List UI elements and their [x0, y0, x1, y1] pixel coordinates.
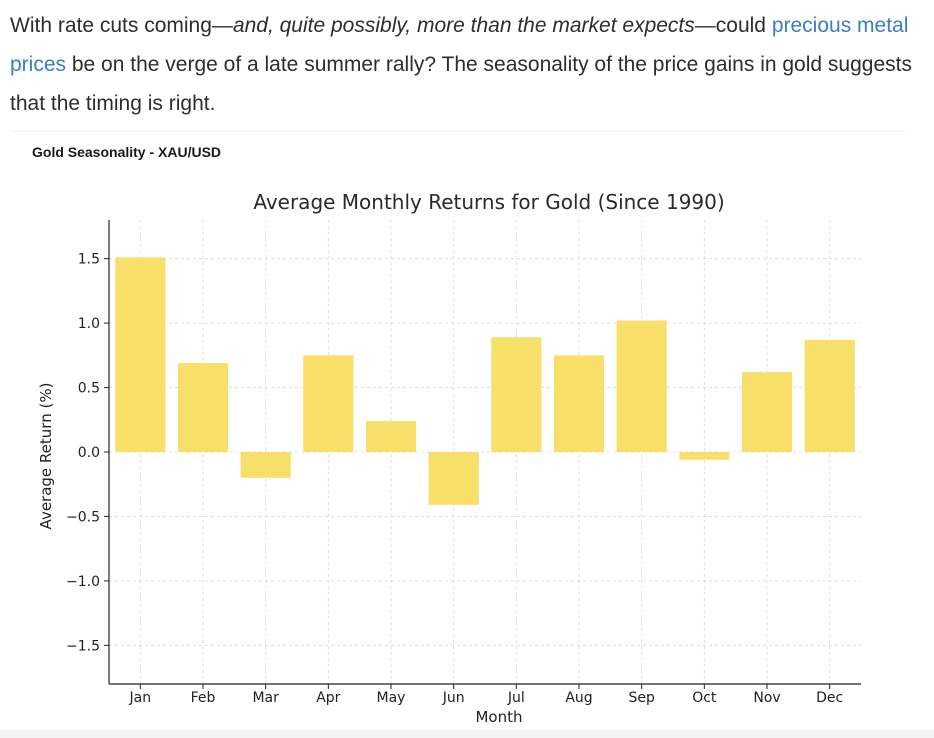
intro-text-italic: and, quite possibly, more than the marke…: [232, 14, 695, 37]
bar-feb: [177, 363, 229, 452]
bar-aug: [553, 355, 605, 452]
chart-heading: Gold Seasonality - XAU/USD: [32, 144, 222, 160]
bottom-fade: [0, 730, 934, 738]
x-tick-label-may: May: [377, 690, 406, 706]
chart-title: Average Monthly Returns for Gold (Since …: [253, 190, 724, 214]
y-tick-label: 0.0: [78, 445, 100, 461]
x-tick-label-dec: Dec: [816, 690, 843, 706]
y-tick-label: 1.5: [78, 252, 100, 268]
x-tick-label-apr: Apr: [316, 690, 340, 706]
bar-sep: [616, 320, 667, 452]
grid-layer: [109, 220, 861, 684]
y-tick-label: −1.0: [66, 574, 100, 590]
intro-text-end: be on the verge of a late summer rally? …: [10, 53, 912, 115]
divider: [10, 131, 905, 132]
bar-apr: [303, 355, 354, 452]
bar-may: [365, 421, 417, 452]
axis-layer: [104, 220, 861, 689]
x-tick-label-mar: Mar: [252, 690, 279, 706]
x-tick-label-jun: Jun: [442, 690, 465, 706]
intro-text-middle: —could: [694, 14, 772, 37]
intro-paragraph: With rate cuts coming—and, quite possibl…: [10, 6, 925, 123]
x-axis-label: Month: [475, 708, 522, 726]
precious-metal-prices-link[interactable]: precious metal prices: [10, 14, 909, 76]
bar-jun: [428, 452, 479, 505]
x-tick-label-jan: Jan: [129, 690, 152, 706]
x-tick-label-nov: Nov: [753, 690, 780, 706]
bar-layer: [115, 257, 855, 505]
x-tick-label-sep: Sep: [628, 690, 655, 706]
x-tick-label-feb: Feb: [191, 690, 216, 706]
bar-nov: [741, 372, 793, 452]
y-tick-label: 1.0: [78, 316, 100, 332]
y-tick-label: −1.5: [66, 638, 100, 654]
y-tick-label: 0.5: [78, 381, 100, 397]
y-tick-label: −0.5: [66, 509, 100, 525]
bar-oct: [679, 452, 730, 460]
y-axis-label: Average Return (%): [37, 383, 55, 530]
x-tick-label-jul: Jul: [507, 690, 525, 706]
label-layer: −1.5 −1.0 −0.5 0.0 0.5 1.0 1.5 Jan Feb Mar Apr May J…: [37, 190, 843, 726]
bar-dec: [804, 339, 855, 452]
intro-text-start: With rate cuts coming—: [10, 14, 233, 37]
bar-jan: [115, 257, 166, 452]
bar-jul: [491, 337, 542, 452]
bar-mar: [240, 452, 291, 478]
x-tick-label-oct: Oct: [692, 690, 717, 706]
x-tick-label-aug: Aug: [565, 690, 592, 706]
